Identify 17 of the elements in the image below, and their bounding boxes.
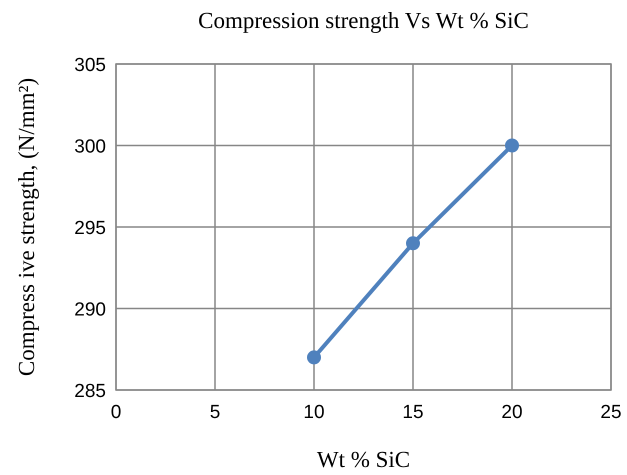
y-tick-label: 305: [74, 55, 106, 76]
y-axis-title: Compress ive strength, (N/mm²): [14, 78, 39, 376]
x-tick-label: 0: [110, 402, 122, 423]
point: [307, 350, 321, 364]
x-tick-label: 25: [600, 402, 622, 423]
x-tick-label: 10: [303, 402, 325, 423]
y-tick-label: 290: [74, 300, 106, 320]
y-tick-label: 300: [74, 136, 106, 158]
x-axis-title: Wt % SiC: [316, 447, 410, 472]
point: [505, 138, 519, 152]
point: [406, 236, 420, 250]
x-tick-label: 20: [501, 402, 523, 423]
y-tick-label: 285: [74, 381, 106, 402]
y-tick-label: 295: [74, 218, 106, 239]
x-tick-label: 5: [210, 402, 220, 423]
chart-title: Compression strength Vs Wt % SiC: [198, 8, 529, 33]
x-tick-label: 15: [402, 402, 424, 423]
